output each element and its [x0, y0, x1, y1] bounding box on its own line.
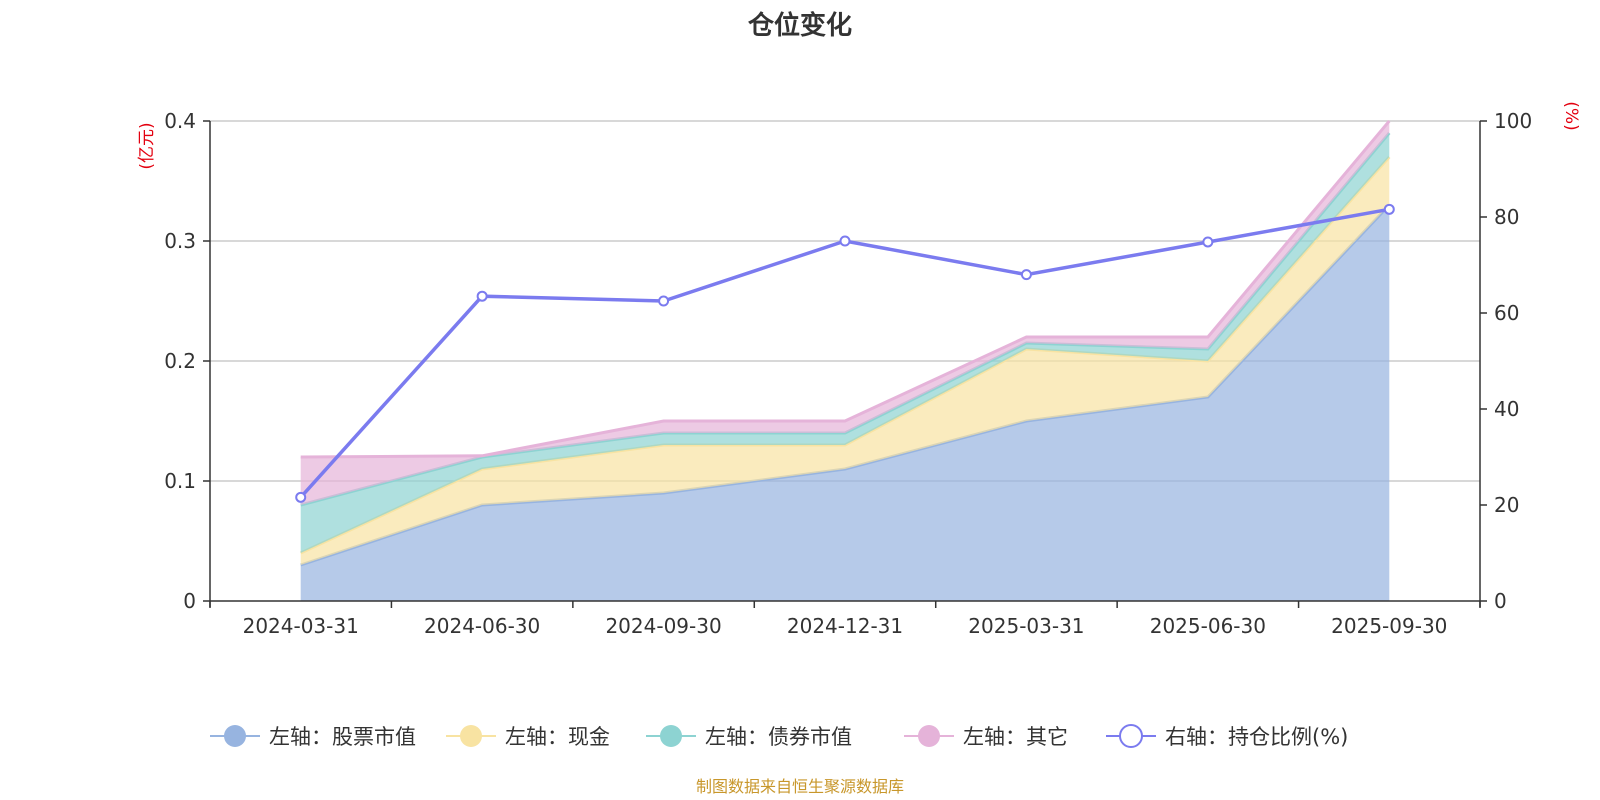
x-axis-tick-label: 2024-09-30 — [605, 614, 721, 638]
legend-item: 左轴：股票市值 — [210, 725, 416, 749]
line-point — [658, 295, 670, 307]
x-axis-tick-label: 2025-06-30 — [1150, 614, 1266, 638]
legend-item: 左轴：现金 — [446, 725, 610, 749]
left-axis-tick-label: 0.2 — [164, 349, 196, 373]
left-axis-tick-label: 0.3 — [164, 229, 196, 253]
right-axis-unit: (%) — [1561, 101, 1581, 130]
line-point — [476, 290, 488, 302]
area-series-4 — [300, 121, 1390, 505]
line-point — [1020, 269, 1032, 281]
line-point — [295, 491, 307, 503]
left-axis-tick-label: 0.1 — [164, 469, 196, 493]
right-axis-tick-label: 60 — [1494, 301, 1519, 325]
stacked-areas — [300, 120, 1391, 601]
legend-label: 左轴：其它 — [963, 725, 1068, 749]
right-axis-tick-label: 100 — [1494, 109, 1532, 133]
area-series-1 — [300, 205, 1390, 601]
legend-item: 右轴：持仓比例(%) — [1106, 724, 1348, 749]
area-series-3 — [300, 133, 1390, 553]
x-axis-tick-label: 2024-06-30 — [424, 614, 540, 638]
legend-label: 左轴：现金 — [505, 725, 610, 749]
x-axis-tick-label: 2024-03-31 — [243, 614, 359, 638]
x-axis-tick-label: 2025-09-30 — [1331, 614, 1447, 638]
axes: 0 0.1 0.2 0.3 0.4 0 20 40 60 80 100 2024-03-31 2024-… — [164, 109, 1532, 638]
legend-label: 左轴：股票市值 — [269, 725, 416, 749]
legend-marker-circle — [660, 725, 682, 747]
right-axis-tick-label: 80 — [1494, 205, 1519, 229]
chart-title: 仓位变化 — [747, 10, 852, 41]
data-source-note: 制图数据来自恒生聚源数据库 — [696, 777, 904, 796]
legend-marker-circle — [1119, 724, 1143, 748]
legend-marker-circle — [918, 725, 940, 747]
x-axis-tick-label: 2025-03-31 — [968, 614, 1084, 638]
legend-marker-circle — [460, 725, 482, 747]
legend-item: 左轴：其它 — [904, 725, 1068, 749]
right-axis-tick-label: 0 — [1494, 589, 1507, 613]
legend-marker-circle — [224, 725, 246, 747]
right-axis-tick-label: 20 — [1494, 493, 1519, 517]
area-series-4-edge — [300, 120, 1391, 459]
left-axis-tick-label: 0 — [183, 589, 196, 613]
legend: 左轴：股票市值 左轴：现金 左轴：债券市值 左轴：其它 右轴：持仓比例(%) — [210, 724, 1348, 749]
legend-item: 左轴：债券市值 — [646, 725, 852, 749]
line-point — [1202, 236, 1214, 248]
left-axis-unit: (亿元) — [137, 122, 157, 169]
line-point — [839, 235, 851, 247]
legend-label: 左轴：债券市值 — [705, 725, 852, 749]
position-ratio-line — [295, 203, 1395, 503]
legend-label: 右轴：持仓比例(%) — [1165, 725, 1348, 749]
x-axis-tick-label: 2024-12-31 — [787, 614, 903, 638]
left-axis-tick-label: 0.4 — [164, 109, 196, 133]
line-point — [1383, 203, 1395, 215]
right-axis-tick-label: 40 — [1494, 397, 1519, 421]
area-series-2 — [300, 157, 1390, 565]
